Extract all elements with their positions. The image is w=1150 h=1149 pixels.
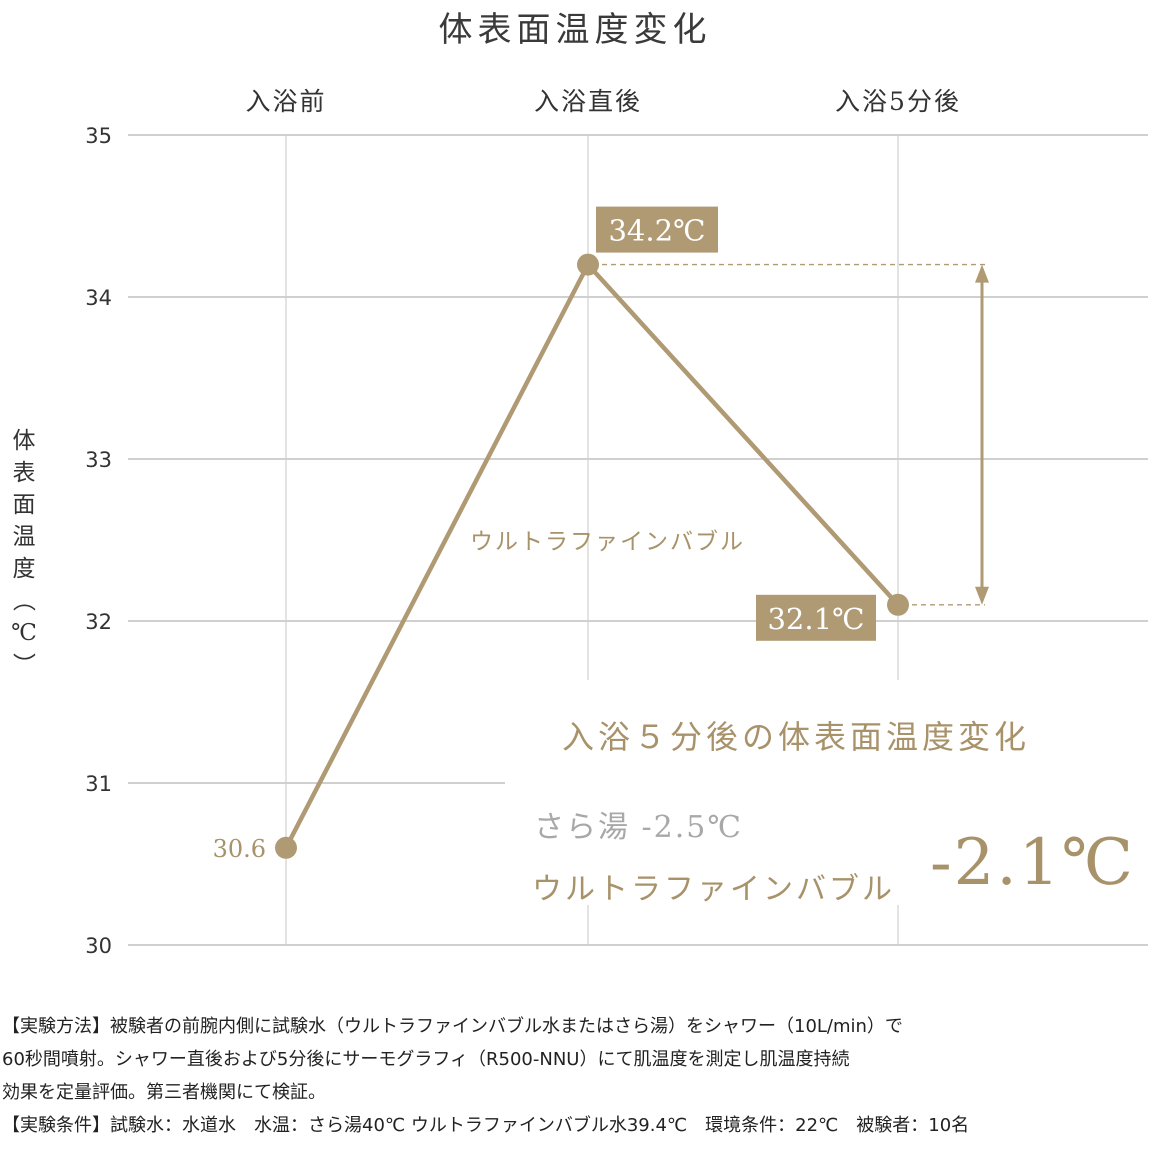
- data-label: 34.2℃: [608, 214, 705, 248]
- y-tick-label: 34: [85, 286, 112, 310]
- arrow-head-up: [975, 264, 989, 283]
- y-tick-label: 33: [85, 448, 112, 472]
- y-axis-label-char: 度: [13, 556, 36, 582]
- y-axis-label-char: 表: [13, 460, 36, 486]
- experiment-notes: 【実験方法】被験者の前腕内側に試験水（ウルトラファインバブル水またはさら湯）をシ…: [2, 1010, 1150, 1142]
- data-point: [887, 593, 909, 616]
- data-label-box: [756, 594, 876, 641]
- data-label: 30.6: [213, 835, 266, 863]
- summary-title: 入浴５分後の体表面温度変化: [562, 718, 1031, 756]
- data-point: [275, 836, 297, 859]
- data-points: [275, 253, 909, 859]
- grid-lines: [128, 134, 1148, 946]
- chart-title: 体表面温度変化: [438, 10, 712, 50]
- ufb-change-label: ウルトラファインバブル: [532, 872, 895, 907]
- y-axis-label-char: ）: [10, 653, 36, 676]
- data-point: [577, 253, 599, 276]
- data-label: 32.1℃: [767, 602, 864, 636]
- difference-indicator: [602, 263, 989, 606]
- series-line: [284, 262, 900, 849]
- y-tick-label: 30: [85, 934, 112, 958]
- category-labels: 入浴前 入浴直後 入浴5分後: [245, 87, 961, 116]
- y-axis-label-char: 面: [13, 492, 36, 518]
- ufb-change-value: -2.1℃: [930, 826, 1135, 900]
- series-polyline: [284, 262, 900, 849]
- note-line: 【実験条件】試験水：水道水 水温：さら湯40℃ ウルトラファインバブル水39.4…: [2, 1115, 970, 1136]
- y-axis-label-char: ℃: [11, 620, 37, 646]
- y-tick-labels: 35 34 33 32 31 30: [85, 124, 112, 958]
- y-tick-label: 35: [85, 124, 112, 148]
- note-line: 効果を定量評価。第三者機関にて検証。: [2, 1082, 326, 1103]
- category-label: 入浴5分後: [835, 87, 961, 116]
- category-label: 入浴直後: [534, 87, 642, 116]
- category-label: 入浴前: [245, 87, 326, 116]
- y-axis-label: 体表面温度 （ ℃ ）: [10, 428, 37, 676]
- data-labels: 30.6 34.2℃ 32.1℃: [213, 206, 876, 863]
- note-line: 【実験方法】被験者の前腕内側に試験水（ウルトラファインバブル水またはさら湯）をシ…: [2, 1016, 903, 1037]
- y-axis-label-char: 温: [13, 524, 36, 550]
- y-tick-label: 31: [85, 772, 112, 796]
- y-axis-label-char: （: [10, 589, 36, 612]
- plain-water-change: さら湯 -2.5℃: [534, 810, 743, 845]
- series-name-label: ウルトラファインバブル: [470, 529, 745, 555]
- arrow-head-down: [975, 586, 989, 605]
- data-label-box: [596, 206, 718, 253]
- y-tick-label: 32: [85, 610, 112, 634]
- note-line: 60秒間噴射。シャワー直後および5分後にサーモグラフィ（R500-NNU）にて肌…: [2, 1049, 850, 1070]
- y-axis-label-char: 体: [13, 428, 36, 454]
